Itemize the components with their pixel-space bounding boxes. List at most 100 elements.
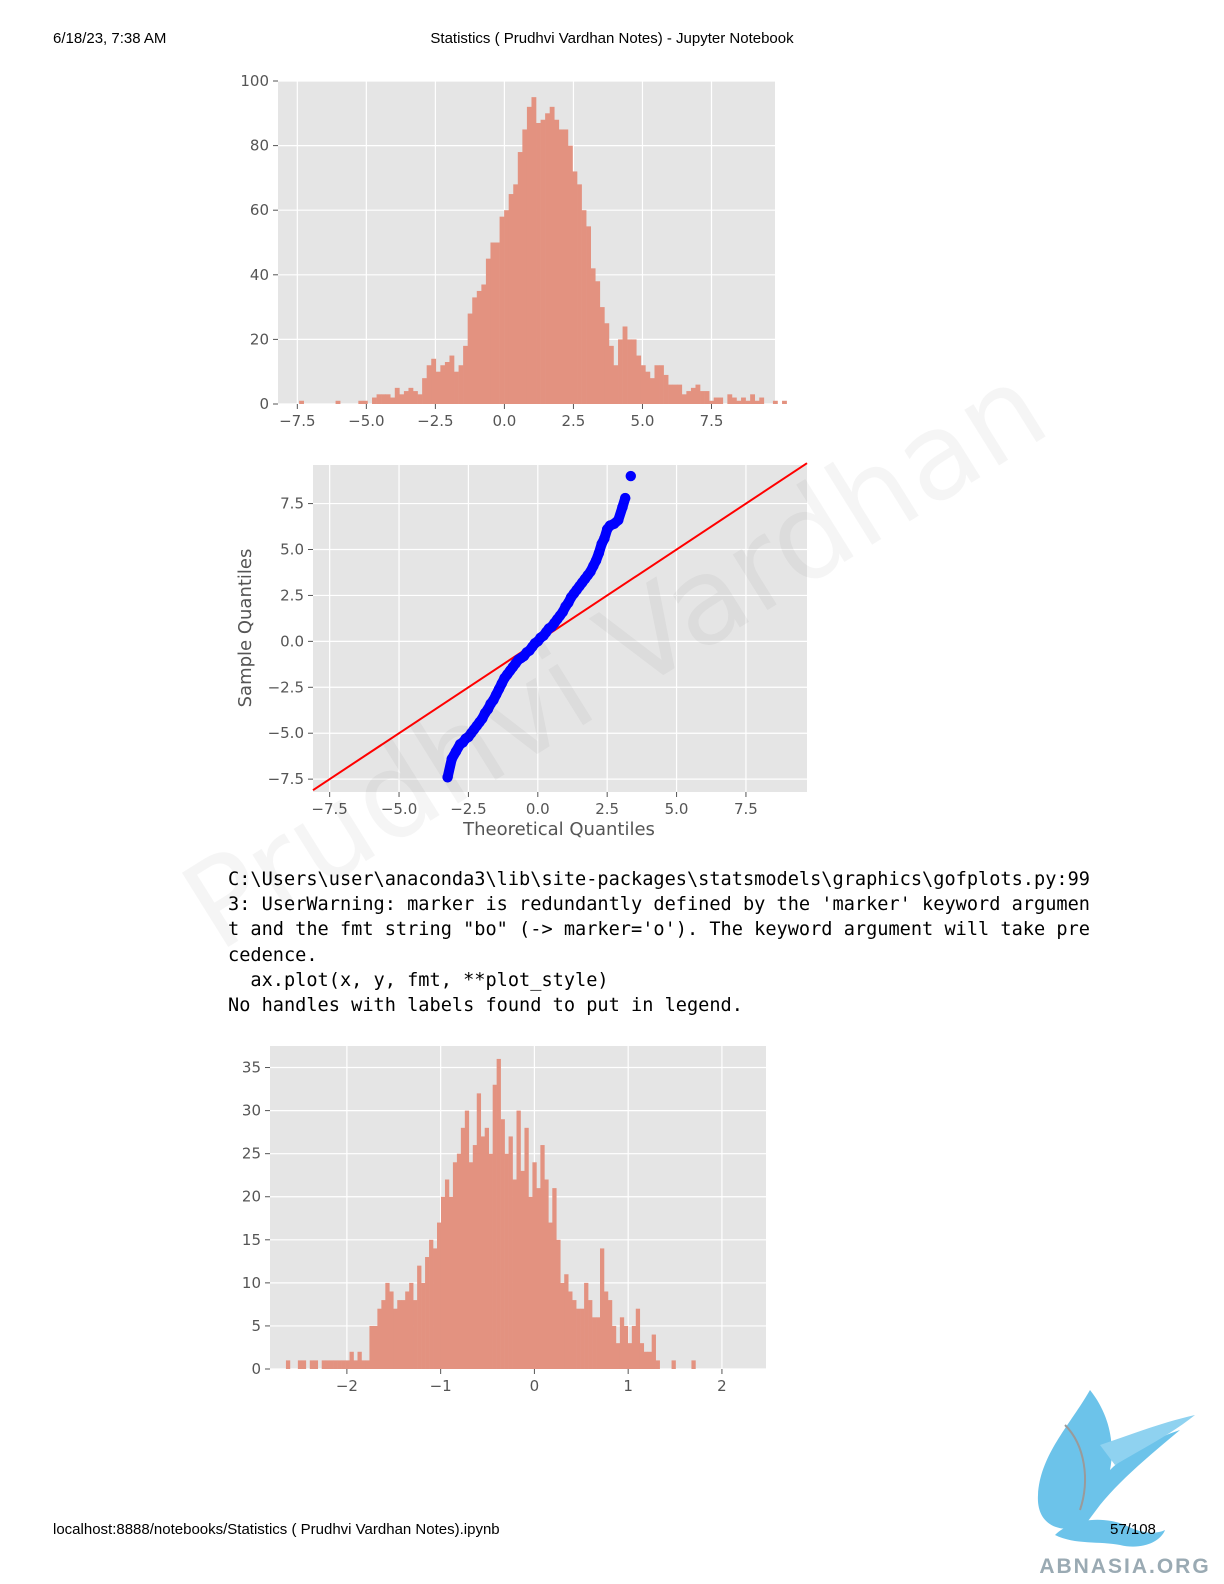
- y-tick-label: 5: [251, 1317, 261, 1335]
- histogram-bar: [659, 365, 664, 404]
- x-tick-label: −7.5: [311, 800, 347, 818]
- histogram-bar: [369, 1325, 374, 1369]
- histogram-bar: [464, 1110, 470, 1369]
- histogram-bar: [417, 394, 423, 404]
- histogram-bar: [448, 1196, 454, 1369]
- histogram-bar: [631, 339, 637, 404]
- histogram-bar: [456, 1153, 462, 1369]
- histogram-bar: [433, 1248, 438, 1369]
- y-tick-label: 0: [251, 1360, 261, 1378]
- print-footer-url: localhost:8888/notebooks/Statistics ( Pr…: [53, 1521, 500, 1538]
- y-tick-label: 30: [242, 1102, 261, 1120]
- x-tick-label: 0: [530, 1377, 540, 1395]
- histogram-bar: [484, 1127, 489, 1369]
- histogram-bar: [580, 1308, 585, 1369]
- histogram-bar: [452, 1162, 458, 1369]
- y-tick-label: −2.5: [268, 678, 304, 696]
- histogram-bar: [394, 387, 400, 404]
- print-header-datetime: 6/18/23, 7:38 AM: [53, 30, 167, 47]
- histogram-bar: [488, 1153, 493, 1369]
- histogram-bar: [321, 1360, 326, 1369]
- qq-point: [620, 492, 631, 504]
- x-tick-label: 2: [717, 1377, 727, 1395]
- histogram-bar: [480, 1136, 486, 1369]
- histogram-bar: [397, 1300, 402, 1369]
- histogram-bar: [584, 1282, 589, 1369]
- histogram-bar: [485, 258, 491, 404]
- histogram-bar: [686, 391, 692, 404]
- histogram-bar: [405, 1291, 410, 1369]
- histogram-bar: [718, 397, 724, 404]
- histogram-bar: [385, 1282, 390, 1369]
- histogram-bar: [631, 1325, 637, 1369]
- griffin-logo-icon: ABNASIA.ORG: [1037, 1390, 1209, 1578]
- histogram-bar: [649, 378, 655, 404]
- histogram-bar: [567, 145, 573, 404]
- histogram-bar: [431, 358, 437, 404]
- histogram-bar: [313, 1360, 319, 1369]
- histogram-bar: [772, 400, 778, 404]
- histogram-bar: [476, 1093, 482, 1369]
- x-tick-label: −2.5: [417, 412, 453, 430]
- y-tick-label: 15: [242, 1231, 261, 1249]
- histogram-bar: [496, 1058, 501, 1369]
- histogram-bar: [512, 1179, 517, 1369]
- output-line: ax.plot(x, y, fmt, **plot_style): [228, 969, 609, 991]
- x-tick-label: 7.5: [700, 412, 724, 430]
- histogram-bar: [422, 378, 427, 404]
- histogram-bar: [549, 106, 555, 404]
- histogram-bar: [341, 1360, 346, 1369]
- histogram-bar: [552, 1188, 557, 1369]
- histogram-bar: [613, 365, 619, 404]
- histogram-bar: [429, 1239, 434, 1369]
- histogram-bar: [508, 1136, 513, 1369]
- reference-line: [312, 462, 808, 791]
- histogram-bar: [524, 1127, 529, 1369]
- y-tick-label: 60: [250, 201, 269, 219]
- histogram-bar: [604, 323, 610, 404]
- histogram-bar: [409, 1282, 414, 1369]
- histogram-bar: [700, 391, 705, 404]
- histogram-bar: [572, 1300, 577, 1369]
- histogram-bar: [425, 1257, 430, 1369]
- histogram-bar: [373, 1325, 378, 1369]
- histogram-bar: [520, 1170, 525, 1369]
- histogram-bar: [759, 397, 765, 404]
- x-tick-label: −5.0: [348, 412, 384, 430]
- histogram-bar: [750, 394, 756, 404]
- histogram-bar: [651, 1334, 656, 1369]
- histogram-bar: [381, 394, 386, 404]
- histogram-bar: [381, 1300, 386, 1369]
- histogram-bar: [361, 1360, 366, 1369]
- histogram-bar: [611, 1325, 617, 1369]
- histogram-bar: [508, 194, 514, 404]
- x-tick-label: −2.5: [450, 800, 486, 818]
- histogram-bar: [595, 281, 601, 404]
- histogram-bar: [399, 394, 405, 404]
- histogram-bar: [504, 1153, 509, 1369]
- histogram-bar: [417, 1265, 422, 1369]
- y-tick-label: 35: [242, 1059, 261, 1077]
- histogram-bar: [596, 1317, 601, 1369]
- histogram-bar: [619, 1317, 625, 1369]
- histogram-bar: [413, 1300, 418, 1369]
- histogram-bar: [468, 1162, 474, 1369]
- print-footer-page-number: 57/108: [1110, 1521, 1156, 1538]
- y-axis-label: Sample Quantiles: [235, 549, 256, 708]
- histogram-bar: [704, 391, 710, 404]
- histogram-bar: [504, 210, 509, 404]
- y-tick-label: 25: [242, 1145, 261, 1163]
- histogram-bar: [377, 1308, 382, 1369]
- y-tick-label: 20: [250, 330, 269, 348]
- histogram-bar: [532, 1162, 537, 1369]
- histogram-bar: [586, 226, 591, 404]
- histogram-bar: [655, 1360, 660, 1369]
- cell-output-text: C:\Users\user\anaconda3\lib\site-package…: [228, 867, 1090, 1018]
- histogram-bar: [390, 397, 396, 404]
- x-tick-label: −1: [430, 1377, 452, 1395]
- histogram-bar: [563, 129, 569, 404]
- histogram-bar: [590, 268, 596, 404]
- histogram-bar: [635, 1308, 641, 1369]
- histogram-bar: [622, 326, 628, 404]
- histogram-bar: [671, 1360, 676, 1369]
